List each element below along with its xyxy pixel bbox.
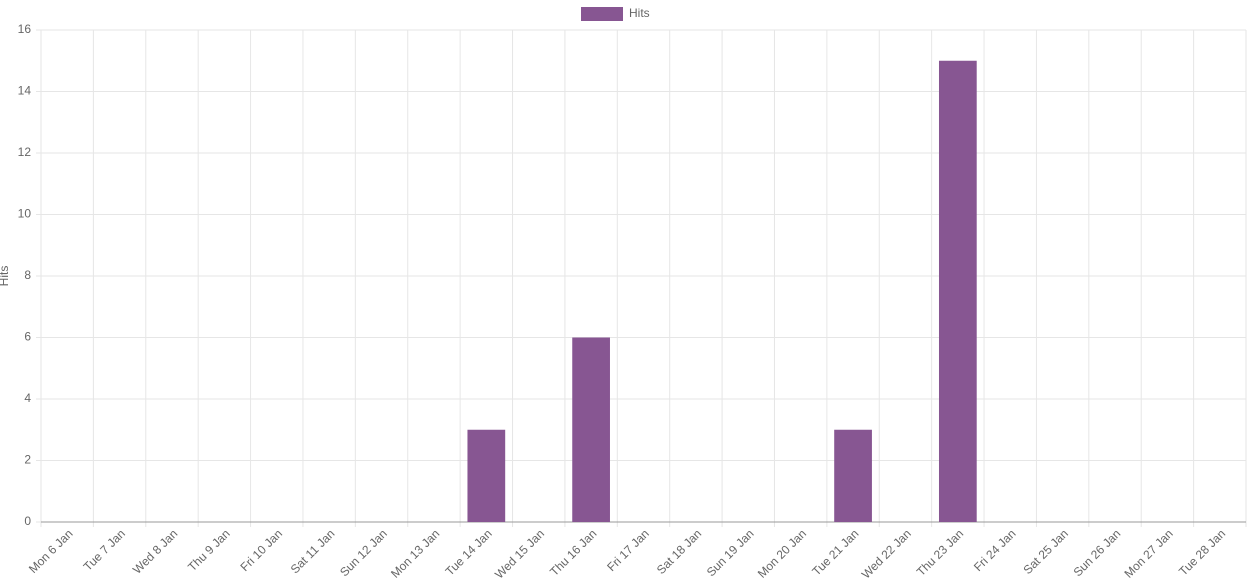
x-tick-label: Sat 25 Jan <box>1021 526 1071 576</box>
x-tick-label: Mon 27 Jan <box>1122 526 1176 580</box>
x-tick-label: Mon 6 Jan <box>26 526 76 576</box>
legend-label: Hits <box>629 6 650 20</box>
x-tick-label: Thu 9 Jan <box>185 526 233 574</box>
x-tick-label: Tue 28 Jan <box>1176 526 1228 578</box>
y-axis-label: Hits <box>0 266 11 287</box>
y-tick-label: 4 <box>24 391 31 405</box>
x-tick-label: Fri 17 Jan <box>604 526 652 574</box>
x-tick-label: Sat 18 Jan <box>654 526 704 576</box>
y-tick-label: 8 <box>24 268 31 282</box>
x-tick-label: Tue 14 Jan <box>443 526 495 578</box>
legend-swatch <box>581 7 623 21</box>
x-tick-label: Wed 15 Jan <box>492 526 547 581</box>
y-tick-label: 14 <box>18 84 32 98</box>
x-tick-label: Sun 12 Jan <box>337 526 390 579</box>
y-tick-label: 16 <box>18 22 32 36</box>
x-tick-label: Thu 23 Jan <box>914 526 966 578</box>
x-tick-label: Fri 10 Jan <box>237 526 285 574</box>
y-tick-label: 0 <box>24 514 31 528</box>
x-tick-label: Tue 7 Jan <box>81 526 128 573</box>
x-tick-label: Mon 13 Jan <box>388 526 442 580</box>
y-tick-label: 10 <box>18 207 32 221</box>
x-tick-label: Wed 8 Jan <box>130 526 180 576</box>
y-tick-label: 6 <box>24 330 31 344</box>
x-tick-label: Mon 20 Jan <box>755 526 809 580</box>
bar <box>572 337 610 522</box>
x-tick-label: Sun 19 Jan <box>704 526 757 579</box>
y-tick-label: 12 <box>18 145 32 159</box>
x-tick-label: Thu 16 Jan <box>547 526 599 578</box>
bar <box>467 429 506 522</box>
y-tick-label: 2 <box>24 453 31 467</box>
bar <box>938 60 977 522</box>
x-tick-label: Sun 26 Jan <box>1071 526 1124 579</box>
bar <box>834 429 872 522</box>
x-tick-label: Sat 11 Jan <box>288 526 338 576</box>
x-tick-label: Fri 24 Jan <box>971 526 1019 574</box>
x-tick-label: Tue 21 Jan <box>809 526 861 578</box>
x-tick-label: Wed 22 Jan <box>859 526 914 581</box>
